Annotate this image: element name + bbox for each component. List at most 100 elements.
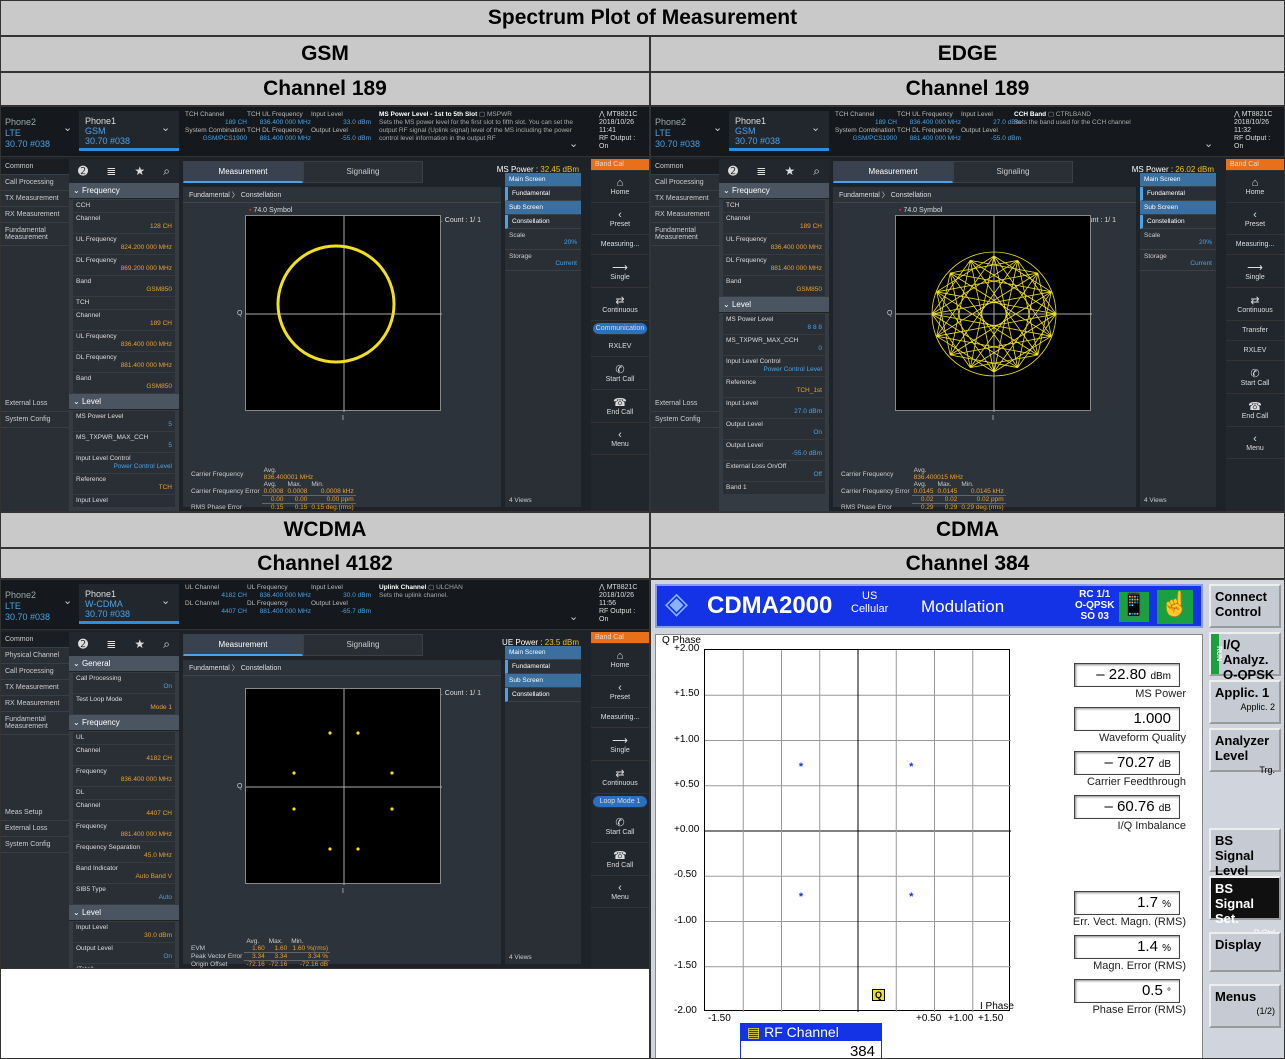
list-icon[interactable]: ≣ <box>106 164 117 178</box>
tree-item[interactable]: Channel 4407 CH <box>73 800 175 820</box>
end-call-button[interactable]: ☎ End Call <box>1226 394 1284 427</box>
star-icon[interactable]: ★ <box>784 164 796 178</box>
list-icon[interactable]: ≣ <box>756 164 767 178</box>
tree-item[interactable]: Output Level -55.0 dBm <box>723 440 825 460</box>
transfer-button[interactable]: Transfer <box>1226 321 1284 341</box>
tree-item[interactable]: Input Level Control Power Control Level <box>723 356 825 376</box>
tree-item[interactable]: Input Level <box>73 495 175 507</box>
tree-group[interactable]: ⌄ Frequency <box>69 715 179 731</box>
tree-item[interactable]: Output Level On <box>73 943 175 963</box>
sidebar-item[interactable]: RX Measurement <box>1 207 69 223</box>
tree-item[interactable]: Reference TCH_1st <box>723 377 825 397</box>
tab-signaling[interactable]: Signaling <box>953 161 1073 183</box>
side-setting[interactable]: Storage Current <box>1140 250 1216 271</box>
sidebar-item[interactable]: Physical Channel <box>1 648 69 664</box>
preset-button[interactable]: ‹ Preset <box>1226 203 1284 235</box>
rf-channel-input[interactable]: ▤ RF Channel 384 <box>740 1023 882 1058</box>
continuous-button[interactable]: ⇄ Continuous <box>591 761 649 794</box>
tree-item[interactable]: MS Power Level 5 <box>73 411 175 431</box>
sidebar-item[interactable]: External Loss <box>1 396 69 412</box>
phone1-selector[interactable]: Phone1 GSM 30.70 #038 <box>729 111 829 151</box>
tree-group[interactable]: ⌄ Level <box>719 297 829 313</box>
tree-item[interactable]: SIB5 Type Auto <box>73 884 175 904</box>
i-q-analyz-o-qpsk-button[interactable]: RUN I/Q Analyz. O-QPSK <box>1209 632 1281 682</box>
home-button[interactable]: ⌂ Home <box>591 171 649 203</box>
side-option[interactable]: Fundamental <box>1140 187 1216 201</box>
tree-item[interactable]: MS_TXPWR_MAX_CCH 5 <box>73 432 175 452</box>
tree-item[interactable]: Reference TCH <box>73 474 175 494</box>
tree-item[interactable]: Input Level Control Power Control Level <box>73 453 175 473</box>
applic-1-button[interactable]: Applic. 1 Applic. 2 <box>1209 680 1281 724</box>
sidebar-item[interactable]: Fundamental Measurement <box>651 223 719 246</box>
tree-item[interactable]: Band GSM850 <box>723 276 825 296</box>
navigate-icon[interactable]: ➋ <box>78 637 89 651</box>
tree-item[interactable]: Channel 4182 CH <box>73 745 175 765</box>
expand-icon[interactable]: ⌄ <box>569 611 579 623</box>
tree-item[interactable]: Band GSM850 <box>73 373 175 393</box>
sidebar-item[interactable]: External Loss <box>1 821 69 837</box>
chevron-down-icon[interactable]: ⌄ <box>713 122 723 134</box>
tab-signaling[interactable]: Signaling <box>303 634 423 656</box>
sidebar-item[interactable]: TX Measurement <box>1 680 69 696</box>
tree-group[interactable]: ⌄ Frequency <box>69 183 179 199</box>
sidebar-item[interactable]: Meas Setup <box>1 805 69 821</box>
tree-item[interactable]: Channel 128 CH <box>73 213 175 233</box>
list-icon[interactable]: ≣ <box>106 637 117 651</box>
search-icon[interactable]: ⌕ <box>163 636 170 651</box>
single-button[interactable]: ⟶ Single <box>591 728 649 761</box>
menu-button[interactable]: ‹ Menu <box>591 876 649 908</box>
tree-group[interactable]: ⌄ Frequency <box>719 183 829 199</box>
rxlev-button[interactable]: RXLEV <box>1226 341 1284 361</box>
display-button[interactable]: Display <box>1209 932 1281 972</box>
start-call-button[interactable]: ✆ Start Call <box>1226 361 1284 394</box>
navigate-icon[interactable]: ➋ <box>728 164 739 178</box>
tree-item[interactable]: DL <box>73 787 175 799</box>
connect-control-button[interactable]: Connect Control <box>1209 584 1281 628</box>
side-option[interactable]: Constellation <box>505 215 581 229</box>
tree-item[interactable]: Channel 189 CH <box>723 213 825 233</box>
sidebar-item[interactable]: Common <box>1 159 69 175</box>
tree-item[interactable]: Test Loop Mode Mode 1 <box>73 694 175 714</box>
side-setting[interactable]: 4 Views <box>1140 494 1216 507</box>
continuous-button[interactable]: ⇄ Continuous <box>1226 288 1284 321</box>
tree-item[interactable]: UL Frequency 824.200 000 MHz <box>73 234 175 254</box>
sidebar-item[interactable]: System Config <box>651 412 719 428</box>
sidebar-item[interactable]: Fundamental Measurement <box>1 223 69 246</box>
measuring--button[interactable]: Measuring... <box>591 708 649 728</box>
preset-button[interactable]: ‹ Preset <box>591 676 649 708</box>
sidebar-item[interactable]: Fundamental Measurement <box>1 712 69 735</box>
sidebar-item[interactable]: TX Measurement <box>651 191 719 207</box>
phone2-selector[interactable]: Phone2 LTE 30.70 #038 <box>5 590 50 623</box>
chevron-down-icon[interactable]: ⌄ <box>63 595 73 607</box>
sidebar-item[interactable]: Common <box>1 632 69 648</box>
tree-item[interactable]: TCH <box>73 297 175 309</box>
sidebar-item[interactable]: RX Measurement <box>651 207 719 223</box>
star-icon[interactable]: ★ <box>134 164 146 178</box>
analyzer-level-button[interactable]: Analyzer Level Trg. <box>1209 728 1281 775</box>
phone2-selector[interactable]: Phone2 LTE 30.70 #038 <box>655 117 700 150</box>
tree-item[interactable]: DL Frequency 881.400 000 MHz <box>73 352 175 372</box>
single-button[interactable]: ⟶ Single <box>591 255 649 288</box>
expand-icon[interactable]: ⌄ <box>1204 138 1214 150</box>
tree-item[interactable]: (Total) <box>73 964 175 968</box>
single-button[interactable]: ⟶ Single <box>1226 255 1284 288</box>
tree-item[interactable]: DL Frequency 869.200 000 MHz <box>73 255 175 275</box>
tree-item[interactable]: Band GSM850 <box>73 276 175 296</box>
side-setting[interactable]: Scale 20% <box>1140 229 1216 250</box>
tree-item[interactable]: DL Frequency 881.400 000 MHz <box>723 255 825 275</box>
tab-measurement[interactable]: Measurement <box>183 161 303 183</box>
rxlev-button[interactable]: RXLEV <box>591 337 649 357</box>
tab-measurement[interactable]: Measurement <box>183 634 303 656</box>
sidebar-item[interactable]: External Loss <box>651 396 719 412</box>
sidebar-item[interactable]: RX Measurement <box>1 696 69 712</box>
menu-button[interactable]: ‹ Menu <box>1226 427 1284 459</box>
sidebar-item[interactable]: Call Processing <box>1 175 69 191</box>
tree-item[interactable]: Channel 189 CH <box>73 310 175 330</box>
tree-item[interactable]: Input Level 27.0 dBm <box>723 398 825 418</box>
menu-button[interactable]: ‹ Menu <box>591 423 649 455</box>
tree-item[interactable]: Frequency Separation 45.0 MHz <box>73 842 175 862</box>
side-option[interactable]: Fundamental <box>505 660 581 674</box>
tree-group[interactable]: ⌄ Level <box>69 905 179 921</box>
side-option[interactable]: Constellation <box>505 688 581 702</box>
expand-icon[interactable]: ⌄ <box>569 138 579 150</box>
